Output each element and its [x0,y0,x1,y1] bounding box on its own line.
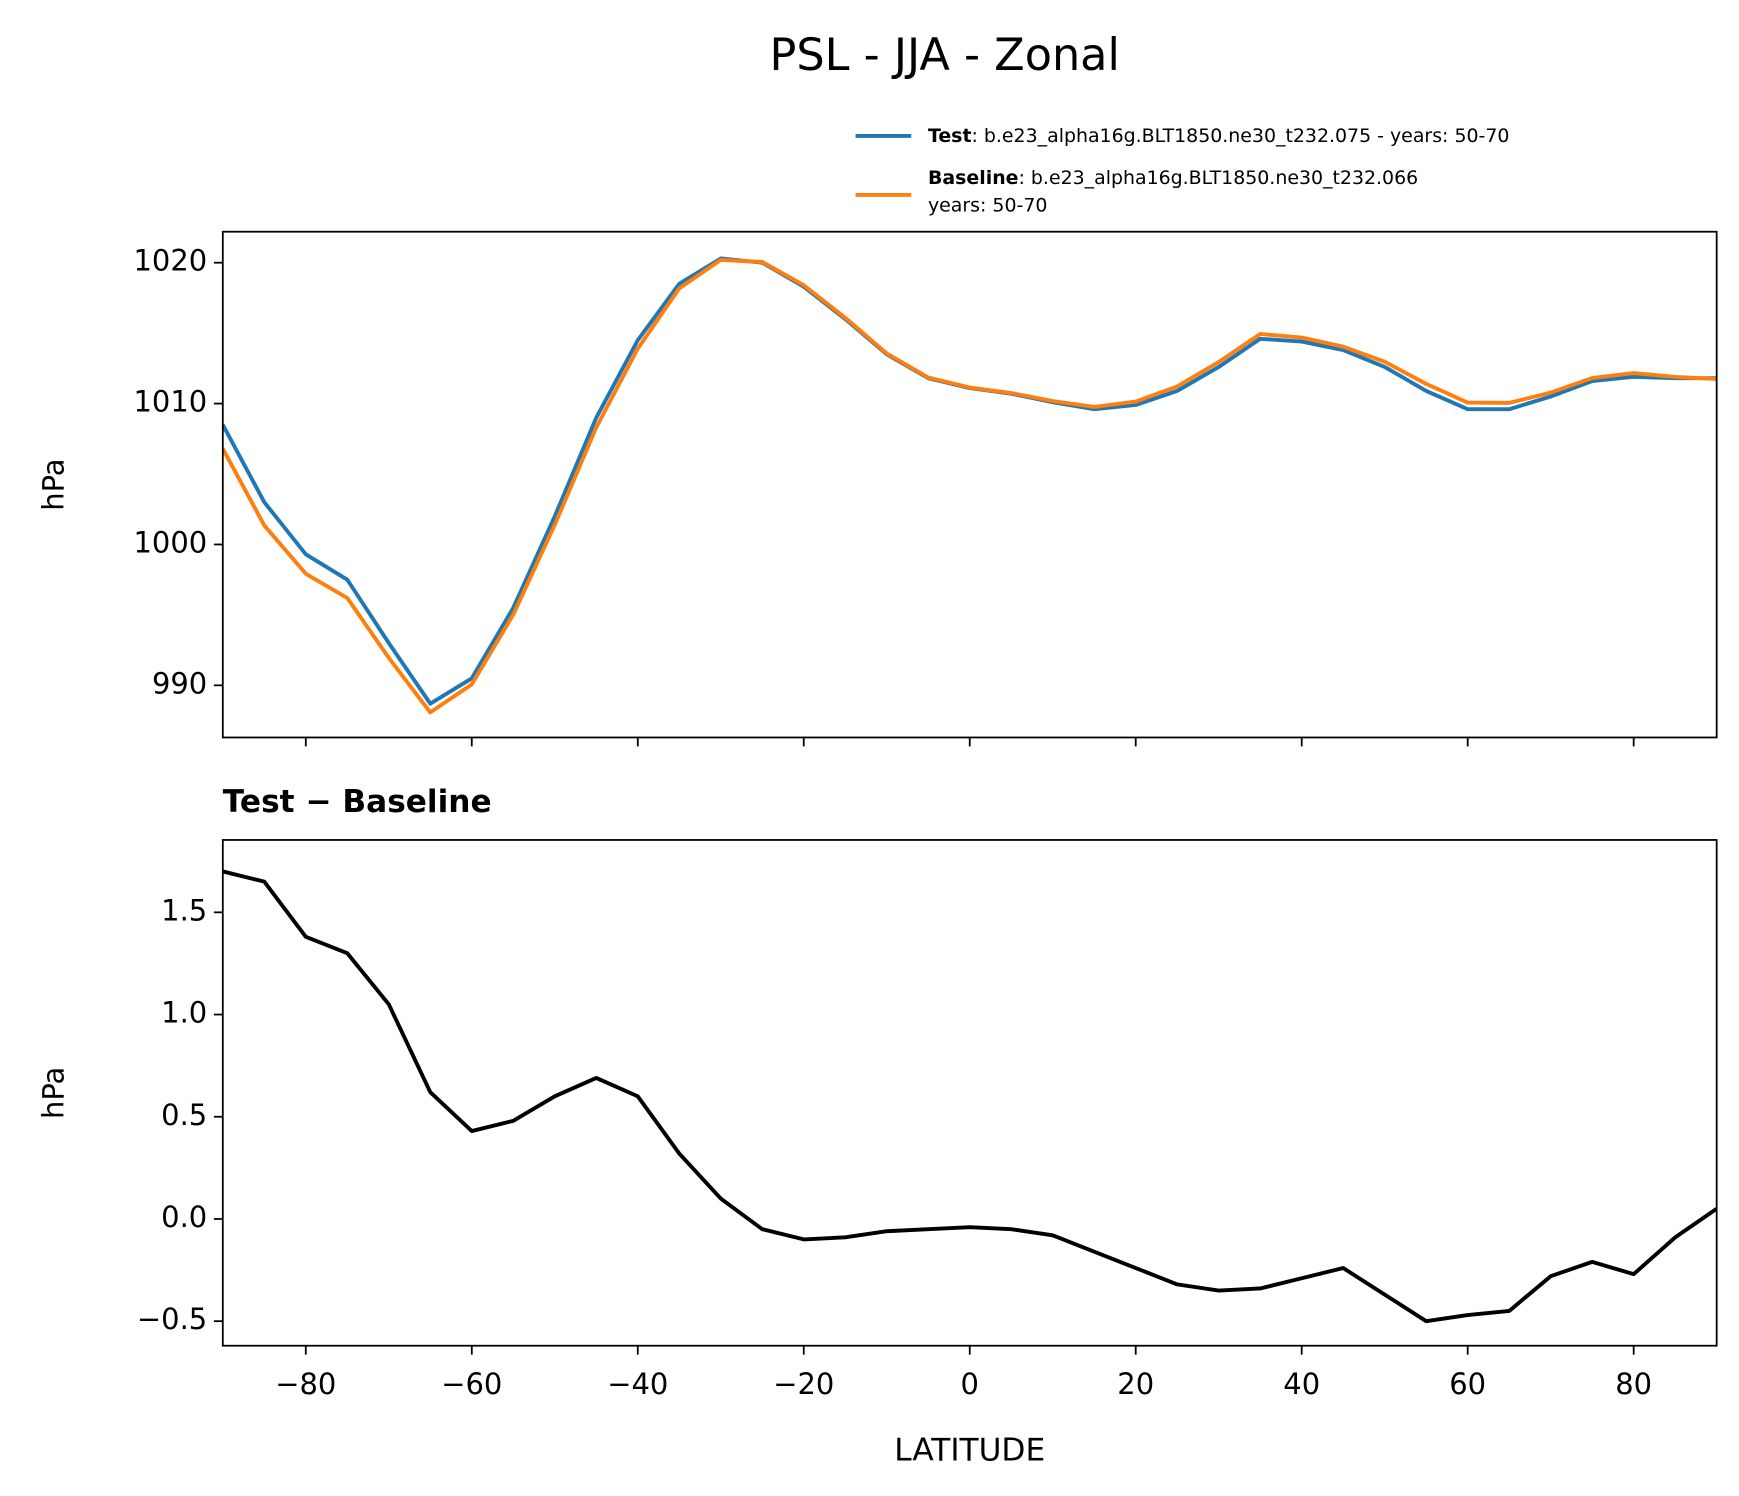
legend-name: Baseline [928,167,1019,189]
panel-title: Test − Baseline [223,784,492,820]
y-tick-label: 0.0 [161,1200,207,1234]
axes-frame [221,230,1718,739]
legend-entry: Test: b.e23_alpha16g.BLT1850.ne30_t232.0… [928,124,1509,146]
legend-name: Test [928,124,972,146]
series-line [222,869,1717,1324]
y-tick-label: 1.0 [161,996,207,1030]
x-tick-label: 80 [1615,1367,1652,1401]
legend-entry: Baseline: b.e23_alpha16g.BLT1850.ne30_t2… [928,167,1418,189]
y-axis-label: hPa [37,458,71,510]
y-tick-label: 0.5 [161,1098,207,1132]
x-tick-label: 60 [1449,1367,1486,1401]
y-axis-label: hPa [37,1067,71,1119]
y-tick-label: 1.5 [161,893,207,927]
y-tick-label: 1000 [134,525,208,559]
plot-area: PSL - JJA - Zonal 990 1000 1010 1020 hPa Test… [37,29,1718,1469]
legend-description: : b.e23_alpha16g.BLT1850.ne30_t232.075 -… [972,124,1510,146]
series-line [222,257,1717,715]
x-tick-label: −40 [607,1367,668,1401]
legend-description: : b.e23_alpha16g.BLT1850.ne30_t232.066 [1019,167,1419,189]
x-tick-label: 20 [1117,1367,1154,1401]
x-tick-label: 40 [1283,1367,1320,1401]
x-axis-label: LATITUDE [894,1433,1045,1469]
x-tick-label: 0 [961,1367,979,1401]
y-tick-label: 1010 [134,385,208,419]
y-tick-label: 990 [152,666,207,700]
series-line [222,256,1717,706]
x-tick-label: −80 [275,1367,336,1401]
axes-frame [221,839,1718,1347]
x-tick-label: −20 [773,1367,834,1401]
legend-description: years: 50-70 [928,195,1047,217]
figure-title: PSL - JJA - Zonal [769,29,1119,81]
y-tick-label: −0.5 [137,1302,207,1336]
y-tick-label: 1020 [134,244,208,278]
x-tick-label: −60 [441,1367,502,1401]
